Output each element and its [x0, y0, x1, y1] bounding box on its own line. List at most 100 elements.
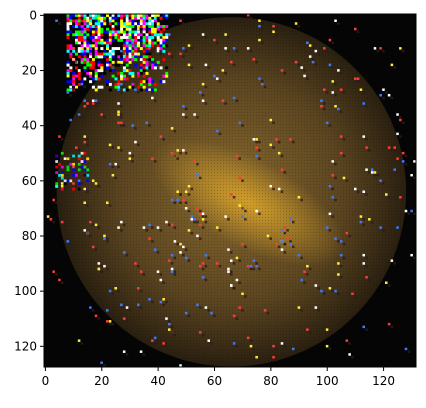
speckle-shadow — [255, 141, 258, 143]
noise-pixel — [103, 44, 106, 47]
noise-pixel — [123, 50, 126, 53]
speckle-shadow — [86, 22, 89, 24]
noise-pixel — [126, 77, 129, 80]
noise-pixel — [112, 20, 115, 23]
speckle — [272, 356, 275, 358]
noise-pixel — [95, 72, 98, 75]
noise-pixel — [145, 80, 148, 83]
speckle — [75, 146, 78, 148]
noise-pixel — [123, 22, 126, 25]
speckle-shadow — [176, 157, 179, 159]
speckle-shadow — [399, 116, 402, 118]
noise-pixel — [83, 42, 86, 45]
speckle — [213, 39, 216, 41]
speckle — [171, 268, 174, 270]
noise-pixel — [131, 22, 134, 25]
noise-pixel — [151, 80, 154, 83]
noise-pixel — [143, 22, 146, 25]
speckle — [399, 196, 402, 198]
speckle — [179, 364, 182, 366]
noise-pixel — [137, 17, 140, 20]
speckle-shadow — [199, 210, 202, 212]
noise-pixel — [78, 72, 81, 75]
noise-pixel — [89, 36, 92, 39]
noise-pixel — [83, 61, 86, 64]
noise-pixel — [106, 25, 109, 28]
speckle — [329, 287, 332, 289]
speckle-shadow — [120, 116, 123, 118]
speckle-shadow — [340, 276, 343, 278]
speckle-shadow — [98, 317, 101, 319]
speckle — [151, 97, 154, 99]
speckle — [182, 246, 185, 248]
noise-pixel — [75, 25, 78, 28]
noise-pixel — [109, 55, 112, 58]
noise-pixel — [67, 69, 70, 72]
speckle — [331, 91, 334, 93]
noise-pixel — [129, 44, 132, 47]
speckle-shadow — [55, 202, 58, 204]
noise-pixel — [131, 17, 134, 20]
noise-pixel — [154, 31, 157, 34]
noise-pixel — [106, 39, 109, 42]
speckle — [320, 105, 323, 107]
speckle-shadow — [255, 61, 258, 63]
speckle-shadow — [365, 193, 368, 195]
speckle-shadow — [399, 160, 402, 162]
speckle-shadow — [154, 99, 157, 101]
noise-pixel — [109, 83, 112, 86]
speckle — [72, 182, 75, 184]
speckle — [334, 237, 337, 239]
speckle-shadow — [193, 221, 196, 223]
noise-pixel — [114, 42, 117, 45]
noise-pixel — [117, 80, 120, 83]
speckle — [95, 315, 98, 317]
speckle-shadow — [343, 257, 346, 259]
speckle — [72, 58, 75, 60]
noise-pixel — [72, 50, 75, 53]
noise-pixel — [117, 33, 120, 36]
noise-pixel — [126, 28, 129, 31]
speckle-shadow — [385, 91, 388, 93]
noise-pixel — [129, 55, 132, 58]
speckle — [78, 339, 81, 341]
speckle-shadow — [309, 268, 312, 270]
speckle-shadow — [275, 28, 278, 30]
noise-pixel — [112, 33, 115, 36]
speckle — [278, 152, 281, 154]
noise-pixel — [134, 36, 137, 39]
y-tick-label: 100 — [14, 284, 37, 298]
noise-pixel — [86, 64, 89, 67]
speckle-shadow — [123, 224, 126, 226]
speckle-shadow — [69, 94, 72, 96]
speckle — [250, 265, 253, 267]
speckle — [199, 224, 202, 226]
noise-pixel — [120, 58, 123, 61]
noise-pixel — [106, 58, 109, 61]
speckle — [103, 237, 106, 239]
noise-pixel — [120, 20, 123, 23]
speckle-shadow — [362, 224, 365, 226]
speckle-shadow — [258, 149, 261, 151]
speckle — [148, 237, 151, 239]
noise-pixel — [86, 44, 89, 47]
noise-pixel — [160, 42, 163, 45]
speckle-shadow — [267, 312, 270, 314]
noise-pixel — [100, 55, 103, 58]
speckle-shadow — [205, 221, 208, 223]
noise-pixel — [148, 42, 151, 45]
speckle-shadow — [168, 320, 171, 322]
speckle — [69, 86, 72, 88]
speckle — [216, 77, 219, 79]
speckle — [365, 276, 368, 278]
noise-pixel — [100, 17, 103, 20]
speckle — [129, 152, 132, 154]
noise-pixel — [165, 36, 168, 39]
noise-pixel — [123, 77, 126, 80]
speckle-shadow — [182, 55, 185, 57]
speckle — [120, 83, 123, 85]
speckle — [117, 226, 120, 228]
noise-pixel — [143, 86, 146, 89]
noise-pixel — [143, 61, 146, 64]
noise-pixel — [67, 64, 70, 67]
